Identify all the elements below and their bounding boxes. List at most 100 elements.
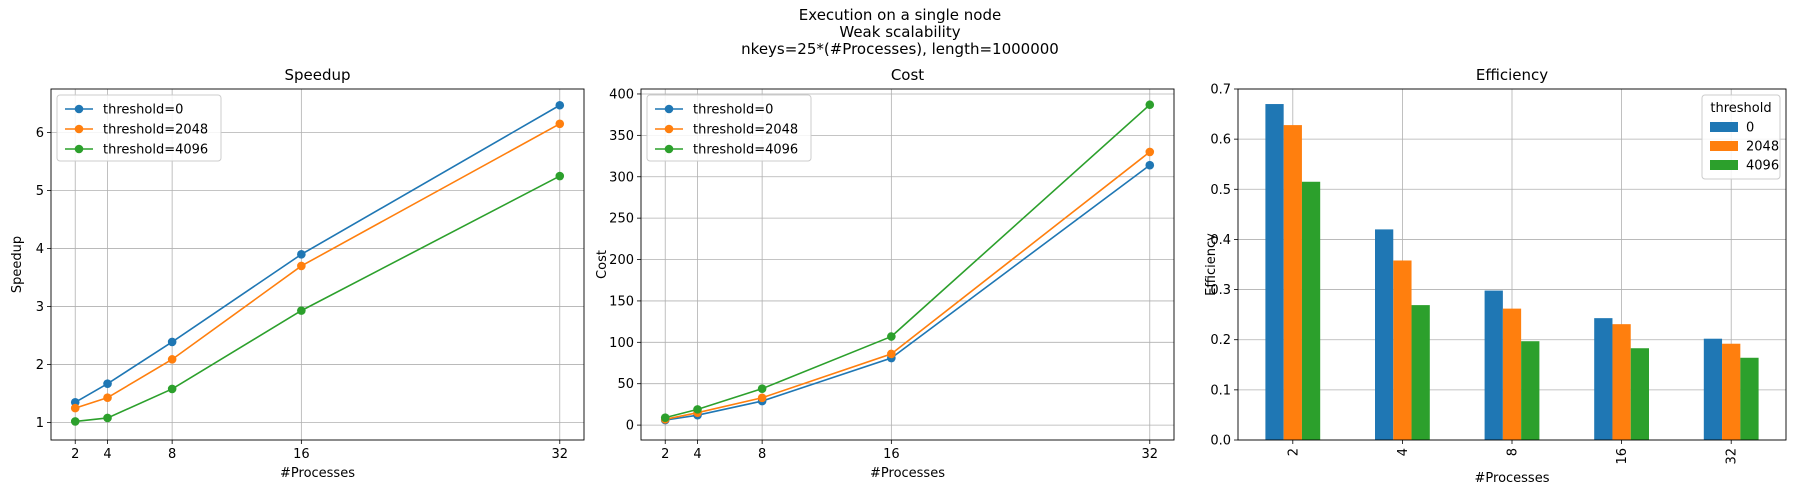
y-tick-label: 1 xyxy=(36,416,44,431)
y-tick-label: 0.1 xyxy=(1210,383,1231,398)
legend-swatch-0 xyxy=(1710,122,1738,132)
x-tick-label: 32 xyxy=(551,447,568,462)
legend-label: 2048 xyxy=(1746,140,1779,155)
data-point-threshold=2048 xyxy=(887,349,896,359)
figure-suptitle-line-1: Execution on a single node xyxy=(798,6,1002,24)
plot-border xyxy=(50,88,585,441)
x-tick-label: 4 xyxy=(103,447,111,462)
legend-marker-threshold=4096 xyxy=(74,144,84,154)
data-point-threshold=4096 xyxy=(693,405,702,414)
x-tick-label: 32 xyxy=(1141,447,1158,462)
x-tick-label: 8 xyxy=(168,447,176,462)
bar-2048-8 xyxy=(1502,308,1522,440)
chart-title: Efficiency xyxy=(1476,66,1548,84)
efficiency-chart: Efficiency 0.0 0.1 0.2 0.3 0.4 0.5 0.6 0.7 2 4 8 16 3… xyxy=(1204,66,1787,486)
legend-box xyxy=(56,94,222,162)
legend-swatch-2048 xyxy=(1710,141,1738,151)
y-tick-label: 0.0 xyxy=(1210,434,1231,449)
y-tick-label: 250 xyxy=(609,212,634,227)
legend-label: threshold=2048 xyxy=(103,123,208,138)
x-tick-label: 16 xyxy=(293,447,310,462)
figure-suptitle-line-2: Weak scalability xyxy=(839,23,961,41)
y-tick-label: 100 xyxy=(609,336,634,351)
legend-label: threshold=0 xyxy=(103,103,183,118)
y-tick-label: 0.6 xyxy=(1210,133,1231,148)
y-tick-label: 2 xyxy=(36,358,44,373)
x-tick-label: 2 xyxy=(1286,448,1301,456)
data-point-threshold=0 xyxy=(103,379,112,389)
y-tick-label: 6 xyxy=(36,126,44,141)
y-tick-label: 0.2 xyxy=(1210,333,1231,348)
y-tick-label: 300 xyxy=(609,170,634,185)
bar-0-4 xyxy=(1375,229,1394,440)
y-tick-label: 400 xyxy=(609,87,634,102)
legend-marker-threshold=2048 xyxy=(74,124,84,134)
data-point-threshold=4096 xyxy=(887,332,896,341)
y-axis-label: Cost xyxy=(595,250,610,279)
figure-suptitle-line-3: nkeys=25*(#Processes), length=1000000 xyxy=(741,40,1059,58)
bar-4096-32 xyxy=(1740,357,1759,440)
cost-chart: Cost 2 4 8 16 32 0 50 100 150 200 250 300 350 400 #Proc… xyxy=(595,66,1175,481)
bar-0-8 xyxy=(1484,290,1503,440)
chart-title: Cost xyxy=(891,66,924,84)
y-tick-label: 200 xyxy=(609,253,634,268)
x-tick-label: 16 xyxy=(1615,448,1630,465)
x-tick-label: 16 xyxy=(883,447,900,462)
x-axis-label: #Processes xyxy=(870,466,945,481)
bar-2048-16 xyxy=(1612,324,1631,440)
bar-0-16 xyxy=(1594,318,1613,440)
y-tick-label: 150 xyxy=(609,294,634,309)
data-point-threshold=2048 xyxy=(70,403,80,413)
x-tick-label: 2 xyxy=(71,447,79,462)
data-point-threshold=0 xyxy=(297,250,306,259)
x-axis-label: #Processes xyxy=(1475,471,1550,486)
legend-label: threshold=4096 xyxy=(103,143,208,158)
bar-0-2 xyxy=(1265,104,1284,441)
y-tick-label: 4 xyxy=(36,242,44,257)
y-axis-label: Efficiency xyxy=(1204,233,1219,296)
legend-swatch-4096 xyxy=(1710,160,1738,170)
legend-marker-threshold=0 xyxy=(664,104,674,114)
data-point-threshold=4096 xyxy=(103,413,112,423)
y-tick-label: 0.4 xyxy=(1210,233,1231,248)
bar-4096-8 xyxy=(1521,341,1540,440)
legend-box xyxy=(646,94,812,162)
data-point-threshold=4096 xyxy=(1145,100,1155,110)
x-tick-label: 2 xyxy=(661,447,669,462)
x-tick-label: 4 xyxy=(693,447,701,462)
data-point-threshold=4096 xyxy=(555,171,565,181)
data-point-threshold=2048 xyxy=(167,355,177,364)
legend-label: 4096 xyxy=(1746,159,1779,174)
bar-2048-2 xyxy=(1283,125,1302,441)
bar-4096-2 xyxy=(1301,181,1321,440)
legend-marker-threshold=4096 xyxy=(664,144,674,154)
data-point-threshold=2048 xyxy=(297,261,306,271)
plot-border xyxy=(640,88,1175,441)
legend-label: threshold=4096 xyxy=(693,143,798,158)
data-point-threshold=4096 xyxy=(757,384,767,393)
legend-title: threshold xyxy=(1710,101,1771,116)
legend-label: threshold=0 xyxy=(693,103,773,118)
y-tick-label: 3 xyxy=(36,300,44,315)
y-tick-label: 0.3 xyxy=(1210,283,1231,298)
x-axis-label: #Processes xyxy=(280,466,355,481)
bar-0-32 xyxy=(1703,338,1723,440)
y-axis-label: Speedup xyxy=(10,236,25,293)
bar-4096-16 xyxy=(1630,348,1649,440)
y-tick-label: 50 xyxy=(617,377,634,392)
data-point-threshold=4096 xyxy=(167,384,177,394)
chart-title: Speedup xyxy=(284,66,350,84)
data-point-threshold=2048 xyxy=(555,119,565,129)
x-tick-label: 32 xyxy=(1725,448,1740,465)
legend-label: 0 xyxy=(1746,121,1754,136)
legend-label: threshold=2048 xyxy=(693,123,798,138)
bar-2048-32 xyxy=(1722,343,1741,440)
y-tick-label: 0.7 xyxy=(1210,83,1231,98)
data-point-threshold=0 xyxy=(1145,160,1155,170)
data-point-threshold=0 xyxy=(167,337,177,347)
data-point-threshold=4096 xyxy=(70,417,80,426)
speedup-chart: Speedup 2 4 8 16 32 1 2 3 4 5 6 #Processes Speedup thr… xyxy=(10,66,585,481)
data-point-threshold=2048 xyxy=(1145,147,1155,157)
data-point-threshold=0 xyxy=(555,100,565,110)
